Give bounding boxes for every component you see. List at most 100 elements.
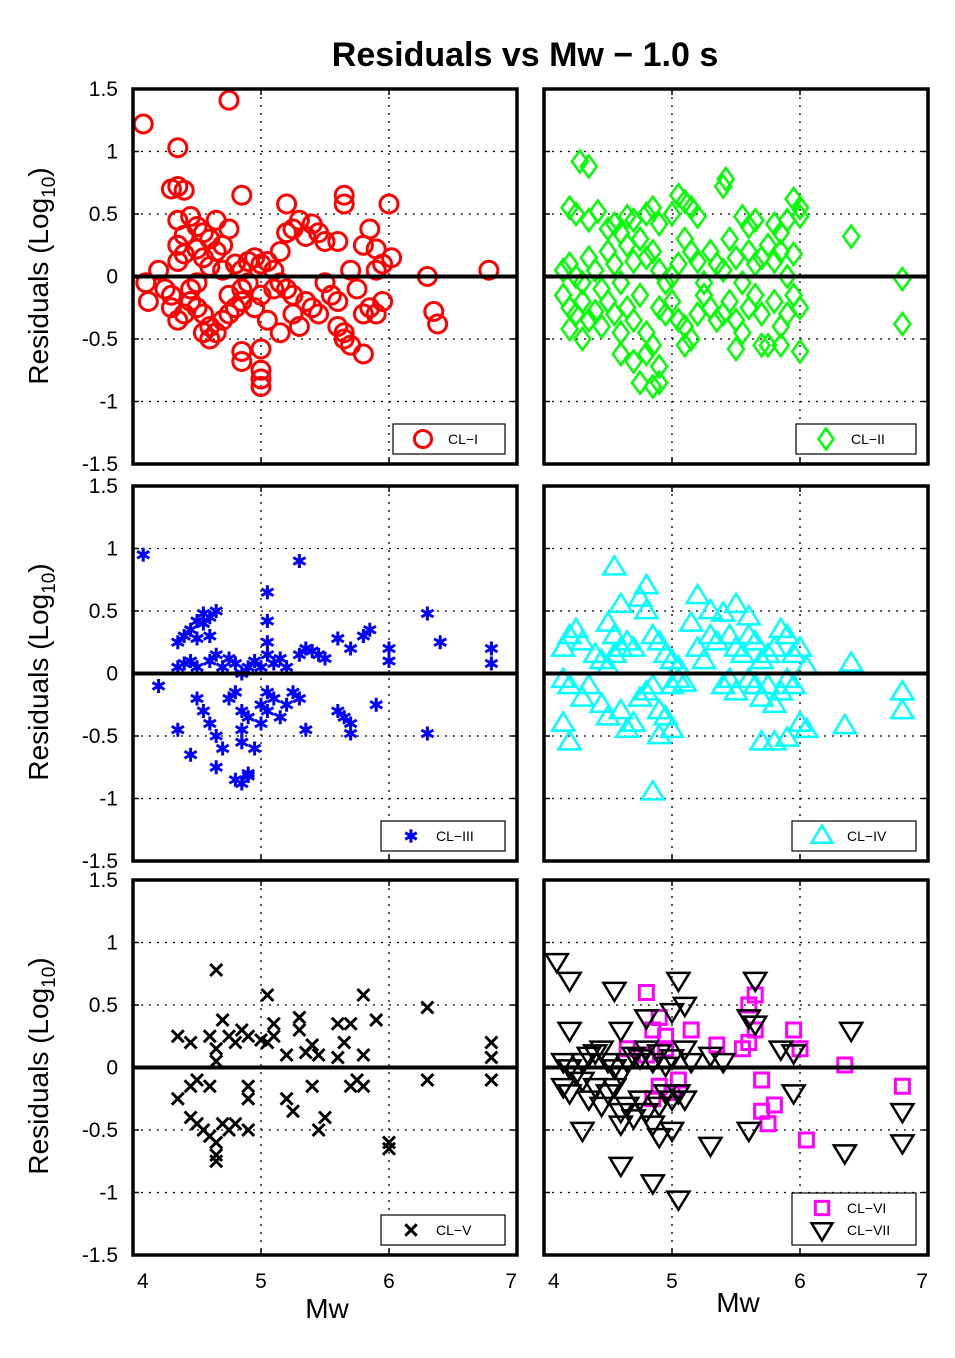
data-point: [669, 1071, 687, 1089]
data-point: [202, 1029, 217, 1044]
data-point: [356, 987, 371, 1003]
legend-label: CL−V: [436, 1222, 472, 1238]
data-point: [209, 1041, 224, 1056]
data-point: [594, 610, 622, 632]
data-point: [777, 263, 797, 290]
data-point: [569, 1071, 596, 1094]
data-point: [205, 241, 227, 262]
y-tick-label: -1.5: [82, 453, 118, 476]
data-point: [575, 1090, 603, 1113]
data-point: [266, 691, 281, 706]
data-point: [260, 585, 275, 600]
data-point: [212, 309, 234, 331]
data-point: [209, 729, 224, 743]
y-tick-label: -0.5: [82, 1119, 118, 1142]
data-point: [359, 297, 381, 319]
data-point: [773, 725, 801, 747]
data-point: [643, 373, 663, 400]
data-point: [633, 597, 660, 620]
data-point: [633, 1009, 660, 1031]
data-point: [741, 1015, 769, 1038]
data-point: [758, 232, 778, 259]
data-point: [247, 654, 262, 668]
data-point: [892, 310, 912, 338]
data-point: [649, 210, 669, 238]
data-point: [282, 303, 304, 325]
data-point: [222, 691, 236, 706]
data-point: [167, 137, 189, 159]
data-point: [780, 1084, 807, 1106]
data-point: [177, 629, 192, 643]
data-point: [199, 328, 221, 350]
data-point: [594, 1052, 622, 1075]
data-point: [790, 203, 810, 230]
data-point: [585, 257, 605, 284]
data-point: [556, 672, 583, 695]
data-point: [889, 1134, 916, 1156]
data-point: [337, 710, 352, 725]
data-point: [735, 1009, 763, 1031]
data-point: [645, 1096, 673, 1119]
data-point: [752, 300, 772, 328]
data-point: [732, 269, 752, 296]
y-tick-label: -0.5: [82, 328, 118, 351]
data-point: [170, 1029, 185, 1044]
data-point: [570, 148, 590, 175]
data-point: [556, 971, 583, 994]
data-point: [601, 553, 628, 576]
data-point: [668, 250, 688, 278]
data-point: [645, 628, 673, 651]
data-point: [359, 218, 381, 240]
legend-label: CL−I: [448, 431, 478, 447]
data-point: [665, 1084, 692, 1106]
data-point: [276, 193, 298, 215]
data-point: [889, 697, 916, 720]
data-point: [690, 647, 718, 670]
data-point: [136, 547, 151, 562]
data-point: [709, 672, 737, 695]
data-point: [777, 207, 797, 234]
data-point: [254, 697, 268, 712]
data-point: [758, 332, 778, 359]
data-point: [630, 282, 650, 309]
data-point: [190, 631, 204, 646]
legend: CL−V: [380, 1214, 506, 1246]
data-point: [186, 272, 208, 294]
data-point: [202, 1079, 217, 1094]
legend-box: [392, 423, 506, 455]
data-point: [241, 1029, 256, 1044]
x-tick-label: 6: [383, 1270, 395, 1293]
data-point: [658, 716, 686, 739]
data-point: [234, 735, 249, 750]
data-point: [330, 1016, 345, 1031]
data-point: [579, 307, 599, 334]
data-point: [196, 616, 211, 631]
data-point: [741, 672, 769, 695]
data-point: [549, 635, 577, 657]
data-point: [841, 223, 861, 250]
data-point: [333, 184, 355, 206]
data-point: [893, 1077, 911, 1095]
data-point: [836, 1056, 854, 1074]
data-point: [575, 672, 603, 695]
data-point: [697, 1046, 724, 1069]
data-point: [790, 194, 810, 221]
legend-marker: [813, 1199, 831, 1217]
data-point: [613, 716, 641, 739]
y-tick-label: 1.5: [89, 78, 118, 101]
data-point: [183, 747, 198, 762]
data-point: [569, 628, 596, 651]
data-point: [173, 179, 195, 201]
data-point: [314, 231, 336, 252]
legend: CL−I: [392, 423, 506, 455]
data-points: [544, 952, 916, 1213]
data-point: [209, 962, 224, 978]
panel-cl-v: 1.5 1 0.5 0 -0.5 -1 -1.5 4 5 6 7 CL−V: [82, 869, 519, 1293]
data-point: [478, 259, 500, 281]
legend-marker: [809, 823, 835, 845]
data-point: [327, 316, 349, 337]
data-point: [748, 685, 775, 707]
data-point: [759, 1115, 777, 1133]
y-tick-label: 0.5: [89, 600, 118, 623]
data-point: [626, 1090, 654, 1113]
